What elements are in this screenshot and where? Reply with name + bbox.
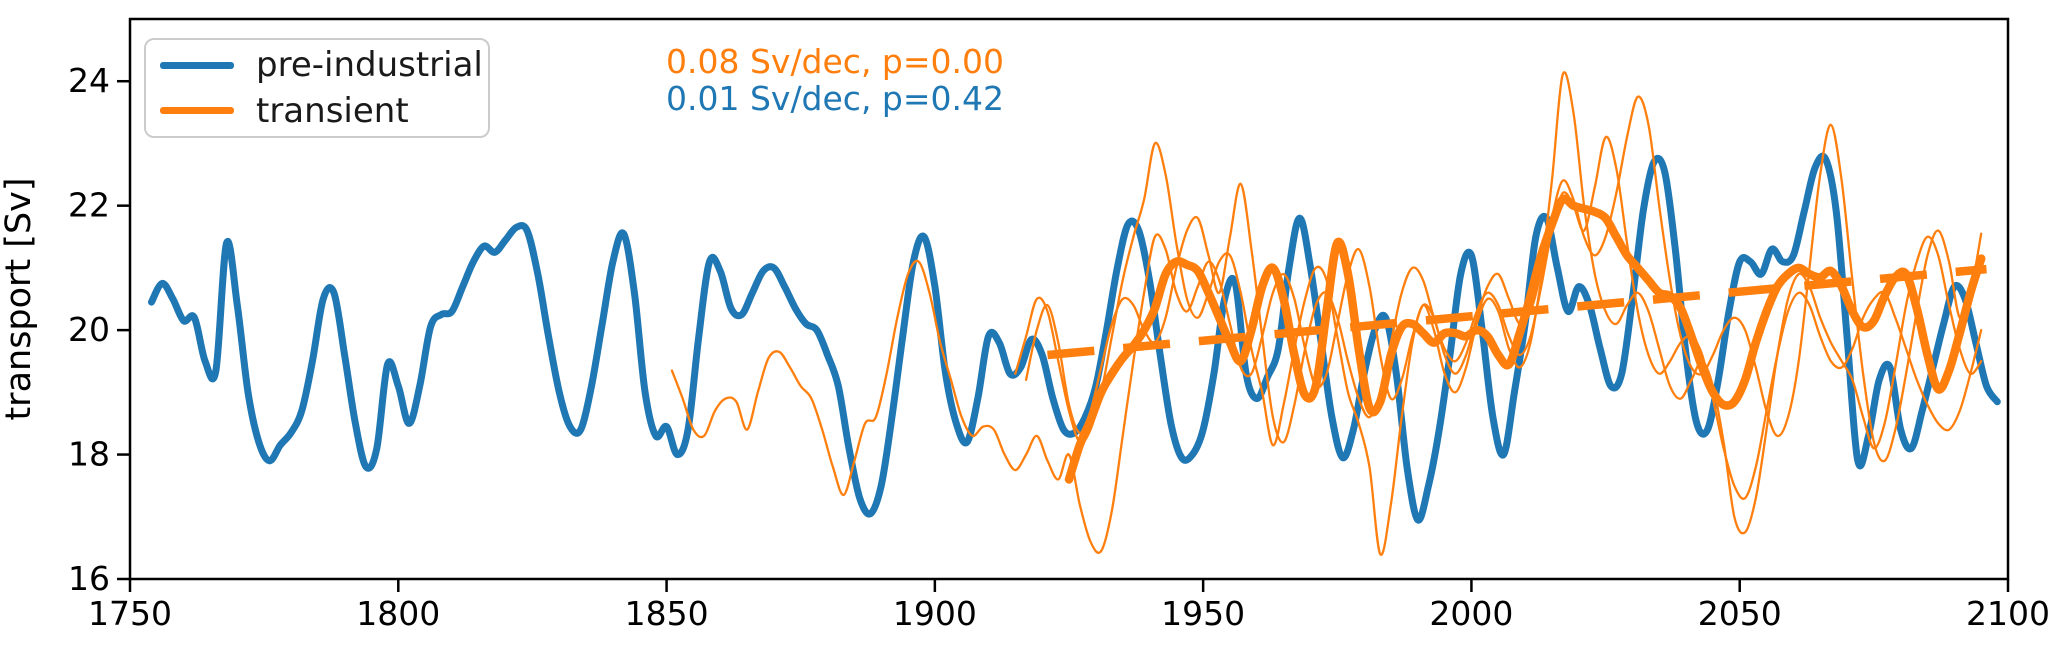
series-transient-member-1 [670,71,1983,554]
legend-item-pre-industrial: pre-industrial [160,45,488,85]
series-transient-member-3 [1014,95,1983,556]
series-pre-industrial [147,152,2001,524]
series-transient-ensemble-mean [1064,194,1986,484]
plot-area [128,17,2010,581]
x-tick-label: 2050 [1698,594,1782,633]
x-tick-label: 2000 [1429,594,1513,633]
legend: pre-industrial transient [144,38,490,138]
y-tick-label: 16 [68,559,110,598]
x-tick-label: 1750 [88,594,172,633]
x-tick-label: 1800 [356,594,440,633]
series-transient-trend [1047,264,1987,360]
y-axis-label: transport [Sv] [0,177,39,420]
x-tick-label: 1900 [893,594,977,633]
legend-swatch-pre-industrial [160,61,234,69]
legend-label-transient: transient [256,90,409,131]
x-tick-label: 1950 [1161,594,1245,633]
series-transient-member-2 [1024,135,1983,500]
legend-label-pre-industrial: pre-industrial [256,45,483,86]
y-tick-label: 24 [68,61,110,100]
y-tick-label: 20 [68,310,110,349]
trend-annotation-pre-industrial: 0.01 Sv/dec, p=0.42 [666,79,1005,118]
y-tick-label: 18 [68,435,110,474]
legend-swatch-transient [160,107,234,115]
x-tick-label: 1850 [625,594,709,633]
x-tick-label: 2100 [1966,594,2050,633]
legend-item-transient: transient [160,91,488,131]
trend-annotation-transient: 0.08 Sv/dec, p=0.00 [666,42,1005,81]
y-tick-label: 22 [68,186,110,225]
